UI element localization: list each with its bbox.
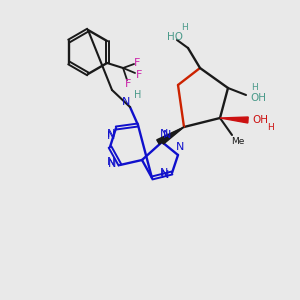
Text: N: N: [108, 159, 116, 169]
Text: H: H: [182, 23, 188, 32]
Text: OH: OH: [252, 115, 268, 125]
Text: Me: Me: [231, 137, 245, 146]
Text: N: N: [122, 97, 130, 107]
Text: F: F: [136, 70, 142, 80]
Text: N: N: [176, 142, 184, 152]
Text: HO: HO: [167, 32, 183, 42]
Text: H: H: [267, 124, 273, 133]
Polygon shape: [220, 117, 248, 123]
Text: N: N: [160, 168, 168, 178]
Text: H: H: [134, 90, 142, 100]
Text: N: N: [163, 130, 171, 140]
Text: OH: OH: [250, 93, 266, 103]
Text: N: N: [107, 157, 115, 167]
Text: N: N: [161, 170, 169, 180]
Text: N: N: [107, 129, 115, 139]
Polygon shape: [160, 127, 184, 144]
Text: H: H: [252, 83, 258, 92]
Text: F: F: [134, 58, 140, 68]
Polygon shape: [157, 127, 184, 144]
Text: F: F: [125, 79, 131, 89]
Text: N: N: [160, 129, 168, 139]
Text: N: N: [107, 131, 115, 141]
